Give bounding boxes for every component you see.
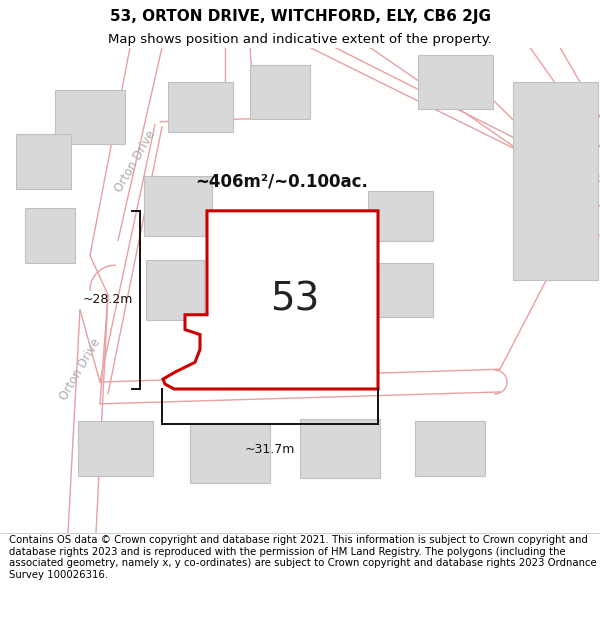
Bar: [300, 419, 380, 478]
Text: ~406m²/~0.100ac.: ~406m²/~0.100ac.: [195, 172, 368, 190]
Bar: [55, 89, 125, 144]
Text: ~31.7m: ~31.7m: [245, 443, 295, 456]
Bar: [245, 268, 325, 332]
Text: Orton Drive: Orton Drive: [57, 336, 103, 402]
Text: Orton Drive: Orton Drive: [112, 128, 158, 194]
Bar: [77, 421, 152, 476]
Bar: [367, 191, 433, 241]
Bar: [418, 55, 493, 109]
Bar: [146, 260, 204, 320]
Text: 53, ORTON DRIVE, WITCHFORD, ELY, CB6 2JG: 53, ORTON DRIVE, WITCHFORD, ELY, CB6 2JG: [110, 9, 491, 24]
Bar: [167, 82, 233, 132]
Text: Contains OS data © Crown copyright and database right 2021. This information is : Contains OS data © Crown copyright and d…: [9, 535, 596, 580]
Bar: [512, 82, 598, 280]
Text: Map shows position and indicative extent of the property.: Map shows position and indicative extent…: [108, 33, 492, 46]
Bar: [25, 208, 75, 262]
Polygon shape: [163, 211, 378, 389]
Bar: [144, 176, 212, 236]
Bar: [16, 134, 71, 189]
Bar: [250, 65, 310, 119]
Text: 53: 53: [271, 281, 320, 319]
Text: ~28.2m: ~28.2m: [83, 293, 133, 306]
Bar: [358, 262, 433, 318]
Bar: [415, 421, 485, 476]
Bar: [190, 424, 270, 483]
